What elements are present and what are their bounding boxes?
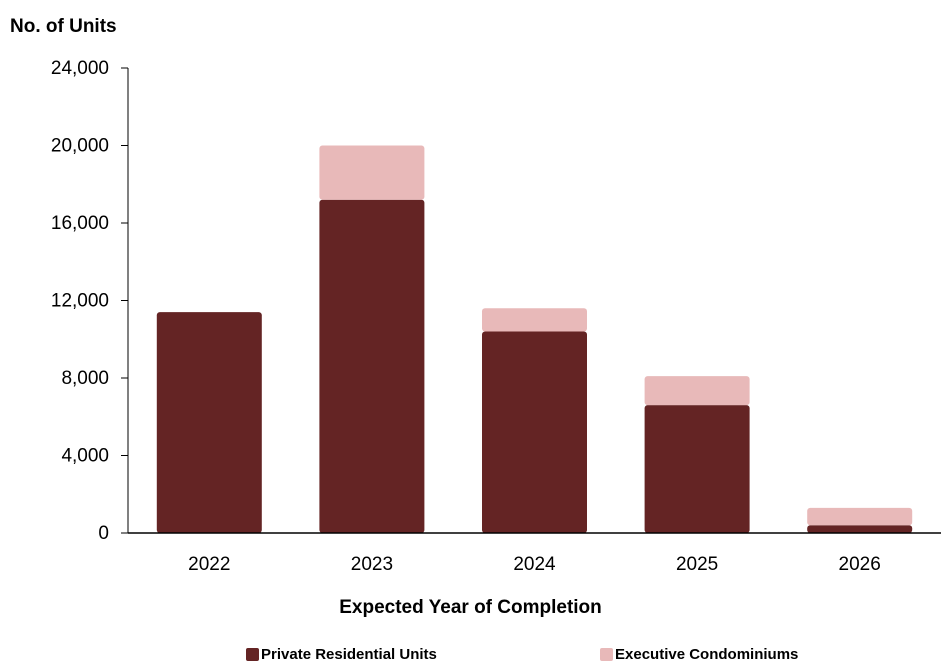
x-axis-title: Expected Year of Completion (339, 597, 602, 618)
y-tick-label: 12,000 (51, 291, 109, 312)
legend-label-executive-condominiums: Executive Condominiums (615, 646, 799, 663)
legend-label-private-residential-units: Private Residential Units (261, 646, 437, 663)
bar-executive-condominiums-2026 (807, 507, 913, 526)
x-tick-label: 2026 (839, 554, 881, 575)
bar-private-residential-2023 (319, 199, 425, 533)
y-tick-label: 20,000 (51, 136, 109, 157)
bar-private-residential-2022 (156, 312, 262, 533)
legend-swatch-private-residential-units (246, 648, 259, 661)
bar-private-residential-2025 (644, 405, 750, 533)
y-tick-label: 0 (98, 523, 109, 544)
y-tick-label: 16,000 (51, 213, 109, 234)
x-tick-label: 2025 (676, 554, 718, 575)
y-tick-label: 24,000 (51, 58, 109, 79)
y-axis-title: No. of Units (10, 16, 117, 37)
y-tick-label: 4,000 (61, 446, 109, 467)
bar-private-residential-2024 (482, 331, 587, 533)
legend: Private Residential Units Executive Cond… (0, 646, 941, 666)
x-tick-label: 2022 (188, 554, 230, 575)
legend-swatch-executive-condominiums (600, 648, 613, 661)
bar-private-residential-2026 (807, 525, 913, 533)
bar-executive-condominiums-2024 (482, 308, 587, 332)
bar-executive-condominiums-2023 (319, 145, 425, 200)
x-tick-label: 2024 (513, 554, 556, 575)
y-tick-label: 8,000 (61, 368, 109, 389)
bar-executive-condominiums-2025 (644, 376, 750, 406)
x-tick-label: 2023 (351, 554, 393, 575)
legend-item-private-residential-units: Private Residential Units (246, 646, 437, 663)
legend-item-executive-condominiums: Executive Condominiums (600, 646, 798, 663)
